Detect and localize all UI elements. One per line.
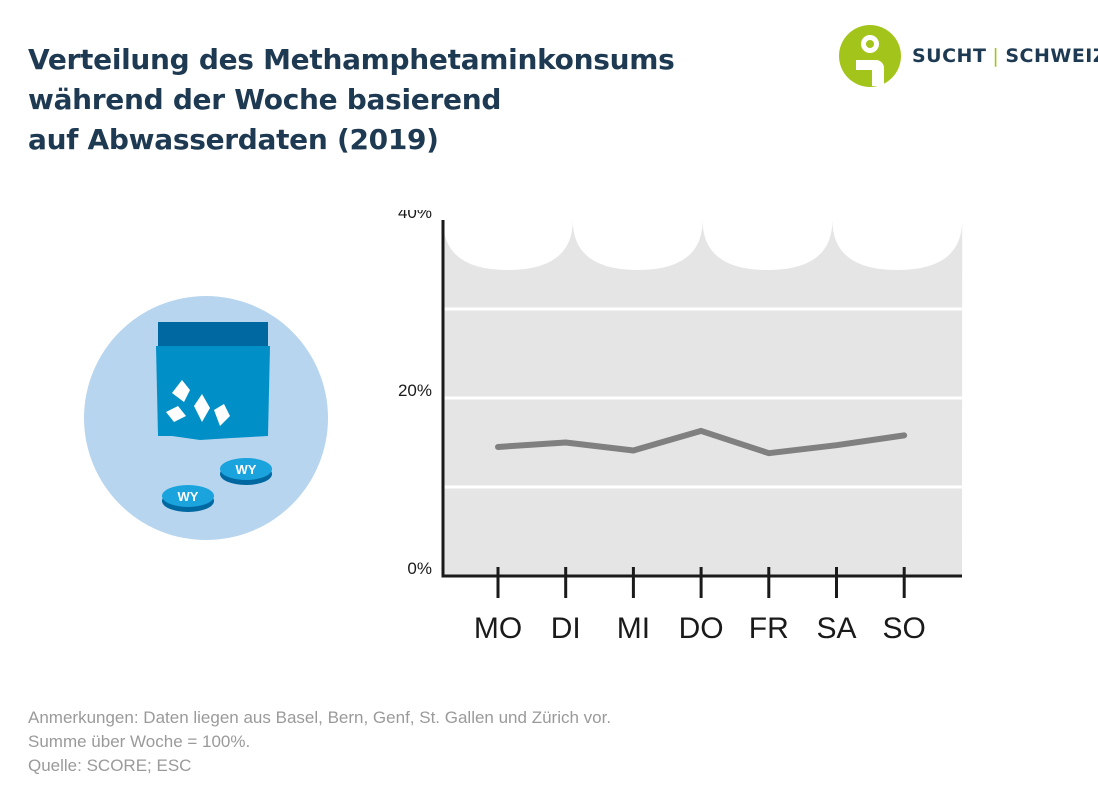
title-line-1: Verteilung des Methamphetaminkonsums xyxy=(28,43,675,76)
x-tick-label: DI xyxy=(551,612,581,645)
logo-separator: | xyxy=(992,45,1000,67)
logo-text-left: SUCHT xyxy=(912,45,987,67)
title-line-3: auf Abwasserdaten (2019) xyxy=(28,123,439,156)
pill-icon: WY xyxy=(220,458,272,485)
x-tick-label: FR xyxy=(749,612,789,645)
person-logo-icon xyxy=(839,25,901,87)
gridlines xyxy=(443,307,962,489)
x-ticks: MO DI MI DO FR SA SO xyxy=(474,567,926,645)
drug-bag-icon xyxy=(156,322,270,440)
y-tick-label: 0% xyxy=(407,559,432,578)
x-tick-label: SO xyxy=(883,612,926,645)
y-tick-label: 20% xyxy=(398,381,432,400)
note-sum: Summe über Woche = 100%. xyxy=(28,732,251,751)
x-tick-label: MI xyxy=(617,612,650,645)
y-tick-label: 40% xyxy=(398,210,432,222)
x-tick-label: SA xyxy=(816,612,856,645)
logo-wordmark: SUCHT | SCHWEIZ xyxy=(912,45,1098,67)
chart-title: Verteilung des Methamphetaminkonsums wäh… xyxy=(28,40,788,160)
drug-illustration: WY WY xyxy=(84,296,328,540)
note-source: Quelle: SCORE; ESC xyxy=(28,756,192,775)
series-layer xyxy=(495,427,908,457)
pill-label: WY xyxy=(178,489,199,504)
sucht-schweiz-logo: SUCHT | SCHWEIZ xyxy=(838,24,1098,88)
series-line xyxy=(495,427,908,457)
pill-icon: WY xyxy=(162,485,214,512)
x-tick-label: MO xyxy=(474,612,522,645)
chart-notes: Anmerkungen: Daten liegen aus Basel, Ber… xyxy=(28,706,611,778)
title-line-2: während der Woche basierend xyxy=(28,83,502,116)
y-tick-labels: 0% 20% 40% xyxy=(398,210,432,578)
line-chart: 0% 20% 40% MO DI MI DO FR SA SO xyxy=(398,210,963,645)
logo-text-right: SCHWEIZ xyxy=(1005,45,1098,67)
x-tick-label: DO xyxy=(679,612,724,645)
pill-label: WY xyxy=(236,462,257,477)
note-annotations: Anmerkungen: Daten liegen aus Basel, Ber… xyxy=(28,708,612,727)
